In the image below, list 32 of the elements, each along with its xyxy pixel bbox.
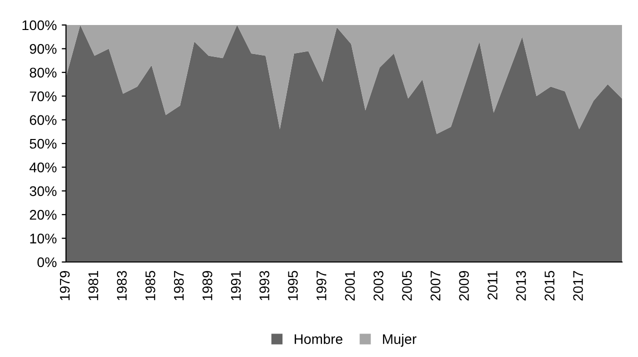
x-tick-label: 1987 <box>174 271 184 300</box>
x-tick-label: 2007 <box>430 271 440 301</box>
x-tick-label: 2017 <box>573 271 583 301</box>
y-tick-label: 10% <box>30 234 56 244</box>
x-tick-label: 2009 <box>459 270 469 301</box>
x-tick-label: 2005 <box>402 270 412 301</box>
y-tick-label: 70% <box>30 91 56 102</box>
y-tick-label: 50% <box>30 138 56 149</box>
x-tick-label: 1979 <box>60 270 70 300</box>
x-tick-label: 1991 <box>230 271 241 300</box>
x-tick-label: 1989 <box>202 270 212 300</box>
y-tick-label: 0% <box>37 257 56 268</box>
y-tick-label: 40% <box>29 162 56 172</box>
x-tick-label: 2001 <box>345 271 355 301</box>
y-tick-label: 30% <box>30 186 56 196</box>
x-tick-label: 1983 <box>116 270 127 300</box>
x-tick-label: 2015 <box>544 270 554 301</box>
y-tick-label: 20% <box>30 210 56 220</box>
y-tick-label: 100% <box>22 20 56 30</box>
y-tick-label: 90% <box>30 44 56 54</box>
legend-label: Mujer <box>383 334 416 347</box>
x-tick-label: 1993 <box>259 270 270 300</box>
x-tick-label: 1981 <box>88 271 98 300</box>
y-tick-label: 80% <box>30 68 56 78</box>
legend-label: Hombre <box>294 334 342 344</box>
x-tick-label: 1995 <box>288 270 298 300</box>
x-tick-label: 2003 <box>374 270 384 301</box>
x-tick-label: 1997 <box>316 271 326 300</box>
y-tick-label: 60% <box>30 115 56 125</box>
x-tick-label: 2011 <box>488 271 498 300</box>
x-tick-label: 2013 <box>516 270 526 301</box>
x-tick-label: 1985 <box>145 270 156 300</box>
